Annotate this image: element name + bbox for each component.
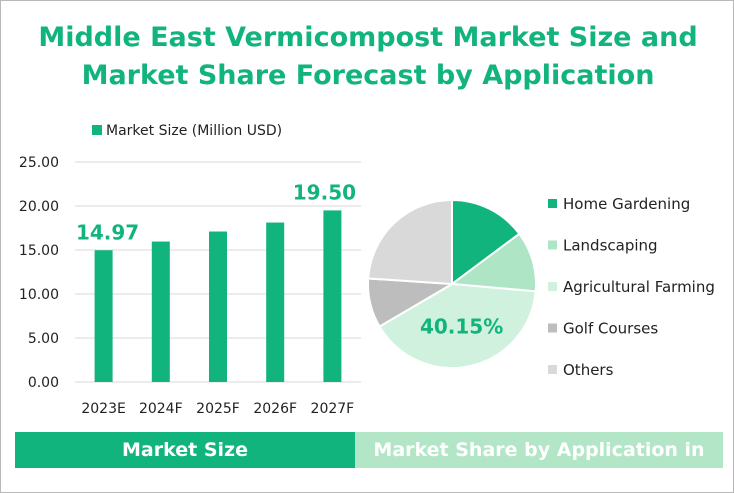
pie-data-label: 40.15%	[420, 315, 503, 339]
y-tick-label: 5.00	[28, 331, 59, 347]
x-tick-label: 2027F	[311, 401, 355, 417]
x-tick-label: 2025F	[196, 401, 240, 417]
pie-legend-label: Golf Courses	[563, 320, 658, 338]
footer-market-share: Market Share by Application in 2023	[355, 432, 723, 492]
pie-legend-label: Agricultural Farming	[563, 278, 715, 296]
x-tick-label: 2026F	[253, 401, 297, 417]
pie-legend-swatch	[548, 365, 557, 374]
pie-legend-label: Others	[563, 361, 614, 379]
footer-market-size: Market Size	[15, 432, 355, 468]
x-tick-label: 2023E	[81, 401, 125, 417]
pie-slice	[378, 282, 537, 369]
bar	[94, 250, 113, 382]
bar	[151, 241, 170, 382]
bar	[266, 222, 285, 382]
y-tick-label: 10.00	[19, 287, 59, 303]
y-tick-label: 25.00	[19, 155, 59, 171]
pie-legend-swatch	[548, 323, 557, 333]
x-tick-label: 2024F	[139, 401, 183, 417]
pie-legend-label: Landscaping	[563, 237, 658, 255]
pie-legend-swatch	[548, 282, 557, 291]
legend-swatch	[92, 125, 102, 135]
bar	[209, 231, 227, 382]
y-tick-label: 0.00	[28, 375, 59, 391]
data-label: 14.97	[76, 220, 139, 244]
chart-title: Middle East Vermicompost Market Size and…	[38, 22, 698, 91]
bar	[323, 210, 342, 382]
legend-label: Market Size (Million USD)	[106, 123, 282, 139]
pie-slice	[449, 232, 537, 293]
y-tick-label: 15.00	[19, 243, 59, 259]
data-label: 19.50	[293, 180, 356, 204]
pie-legend-swatch	[548, 199, 557, 208]
pie-legend-label: Home Gardening	[563, 195, 690, 213]
y-tick-label: 20.00	[19, 199, 59, 215]
pie-slice	[451, 198, 521, 286]
pie-legend-swatch	[548, 240, 557, 250]
pie-slice	[367, 198, 453, 286]
